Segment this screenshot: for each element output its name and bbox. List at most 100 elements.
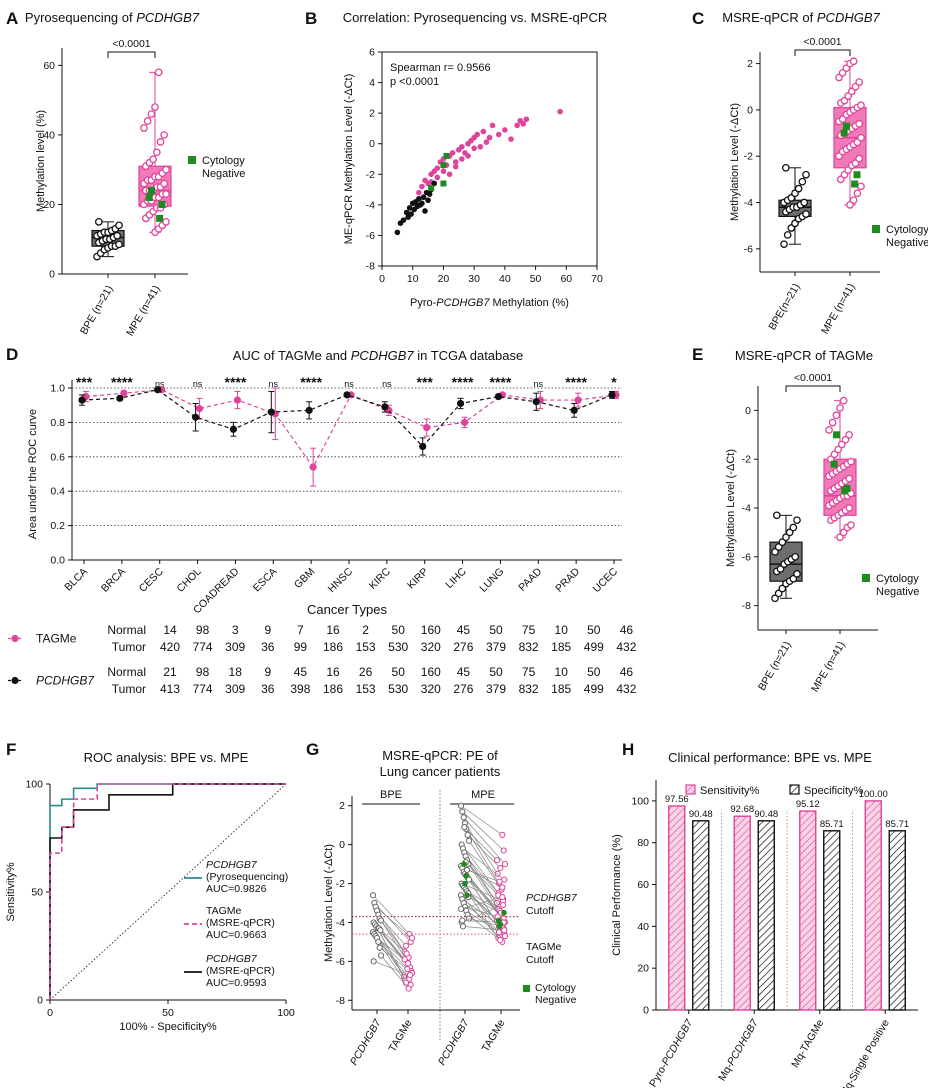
legend-label: Negative xyxy=(886,237,928,249)
table-cell: 774 xyxy=(193,682,213,696)
bpe-point xyxy=(394,229,401,236)
data-point xyxy=(113,231,122,240)
bpe-point xyxy=(420,194,427,201)
legend-label: PCDHGB7 xyxy=(36,674,95,688)
bpe-point xyxy=(400,217,407,223)
data-point xyxy=(839,528,848,537)
pair-line xyxy=(373,961,411,976)
legend-label: Specificity% xyxy=(804,785,864,797)
negative-point xyxy=(833,431,840,439)
pair-line xyxy=(462,848,505,880)
table-cell: 46 xyxy=(620,623,634,637)
panel-e: E MSRE-qPCR of TAGMe -8 -6 -4 -2 0 Methylation … xyxy=(692,345,919,694)
legend-label: AUC=0.9663 xyxy=(206,929,267,941)
data-point xyxy=(774,543,783,551)
data-point xyxy=(94,217,103,226)
stat-label: Spearman r= 0.9566 xyxy=(390,62,491,74)
mpe-point xyxy=(452,159,459,165)
y-tick-label: 100 xyxy=(631,795,649,807)
data-point xyxy=(369,892,377,899)
table-cell: 276 xyxy=(453,640,473,654)
negative-point xyxy=(464,892,470,899)
x-tick-label: UCEC xyxy=(591,565,621,595)
y-tick-label: -4 xyxy=(366,199,375,211)
negative-point xyxy=(461,861,467,867)
group-label: BPE xyxy=(380,789,402,801)
data-point xyxy=(497,936,504,944)
y-tick-label: 60 xyxy=(637,879,649,891)
cutoff-label: Cutoff xyxy=(526,954,554,966)
legend-label: (MSRE-qPCR) xyxy=(206,917,275,929)
y-tick-label: 0 xyxy=(37,995,43,1007)
mpe-point xyxy=(459,156,465,162)
table-cell: 50 xyxy=(489,623,503,637)
pair-line xyxy=(460,896,503,910)
x-tick-label: 20 xyxy=(438,273,450,285)
data-point xyxy=(778,538,787,547)
data-point xyxy=(791,552,800,561)
y-tick-label: 60 xyxy=(43,60,55,72)
x-tick-label: TAGMe xyxy=(387,1017,415,1054)
data-point xyxy=(836,404,844,412)
data-point xyxy=(419,442,427,451)
data-point xyxy=(802,170,810,179)
data-point xyxy=(855,154,864,163)
table-cell: 50 xyxy=(587,623,601,637)
table-cell: 50 xyxy=(587,665,601,679)
data-point xyxy=(120,389,128,397)
x-tick-label: MPE (n=41) xyxy=(809,640,848,695)
y-tick-label: 80 xyxy=(637,837,649,849)
data-point xyxy=(401,956,408,963)
x-tick-label: PAAD xyxy=(516,565,544,593)
legend-label: AUC=0.9593 xyxy=(206,977,267,989)
x-tick-label: 40 xyxy=(499,273,511,285)
x-tick-label: BPE(n=21) xyxy=(766,282,802,333)
data-point xyxy=(405,985,412,992)
table-cell: 432 xyxy=(616,640,636,654)
table-cell: 153 xyxy=(356,682,376,696)
negative-point xyxy=(440,162,447,169)
mpe-point xyxy=(416,189,422,196)
y-tick-label: 2 xyxy=(747,58,753,70)
pair-line xyxy=(377,928,406,981)
panel-title: Pyrosequencing of PCDHGB7 xyxy=(25,10,200,25)
significance-label: ns xyxy=(155,379,165,389)
x-tick-label: 60 xyxy=(560,273,572,285)
table-cell: 7 xyxy=(297,623,304,637)
data-point xyxy=(343,391,351,399)
table-row-label: Tumor xyxy=(112,682,146,696)
x-tick-label: GBM xyxy=(292,566,317,591)
panel-label: E xyxy=(692,345,703,364)
panel-title: MSRE-qPCR of PCDHGB7 xyxy=(722,10,880,25)
table-cell: 420 xyxy=(160,640,180,654)
data-point xyxy=(771,548,779,556)
table-cell: 21 xyxy=(163,665,177,679)
x-tick-label: 100 xyxy=(277,1007,295,1019)
data-point xyxy=(162,165,170,174)
data-point xyxy=(499,831,506,839)
negative-point xyxy=(851,180,859,188)
x-tick-label: CESC xyxy=(137,565,166,594)
table-cell: 499 xyxy=(584,640,604,654)
bar-value-label: 85.71 xyxy=(820,819,844,830)
x-tick-label: Mq-TAGMe xyxy=(789,1017,826,1069)
group-label: MPE xyxy=(471,789,495,801)
data-point xyxy=(156,138,165,146)
y-tick-label: -4 xyxy=(336,917,345,929)
data-point xyxy=(143,117,152,125)
data-point xyxy=(494,870,501,877)
data-point xyxy=(495,929,503,936)
legend-negative-marker xyxy=(523,985,530,992)
panel-title: Correlation: Pyrosequencing vs. MSRE-qPC… xyxy=(343,10,607,25)
stat-label: p <0.0001 xyxy=(390,76,439,88)
data-point xyxy=(845,504,854,512)
y-tick-label: 100 xyxy=(25,779,43,791)
data-point xyxy=(782,533,790,542)
x-tick-label: 50 xyxy=(162,1007,174,1019)
bar xyxy=(799,810,817,1011)
legend-sensitivity-marker xyxy=(685,784,696,795)
data-point xyxy=(370,958,377,965)
table-cell: 50 xyxy=(392,665,406,679)
legend-label: AUC=0.9826 xyxy=(206,883,267,895)
x-tick-label: PCDHGB7 xyxy=(436,1016,472,1067)
